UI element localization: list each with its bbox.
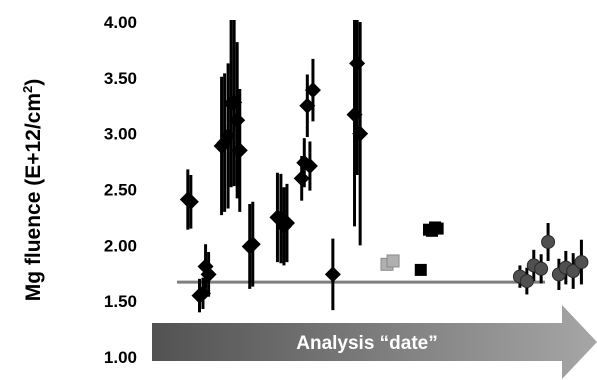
data-point-square-dark xyxy=(414,263,427,276)
y-axis-label-superscript: 2 xyxy=(20,86,35,93)
y-tick-label: 2.50 xyxy=(104,181,137,200)
data-point-diamond xyxy=(231,142,248,159)
data-point-diamond xyxy=(229,112,246,129)
data-point-diamond xyxy=(346,106,363,123)
data-point-diamond xyxy=(194,285,211,302)
data-point-diamond xyxy=(352,125,369,142)
y-tick-label: 4.00 xyxy=(104,13,137,32)
data-point-diamond xyxy=(200,266,217,283)
y-tick-label: 3.50 xyxy=(104,69,137,88)
analysis-date-arrow xyxy=(152,305,597,379)
data-point-diamond xyxy=(220,127,237,144)
data-point-circle xyxy=(541,234,556,249)
data-marks xyxy=(179,20,589,313)
data-point-diamond xyxy=(304,82,321,99)
data-point-diamond xyxy=(349,55,366,72)
y-axis-label-end: ) xyxy=(22,79,45,86)
y-tick-label: 1.50 xyxy=(104,292,137,311)
data-point-diamond xyxy=(299,97,316,114)
y-tick-label: 1.00 xyxy=(104,348,137,367)
data-point-diamond xyxy=(244,236,261,253)
data-point-circle xyxy=(534,261,549,276)
data-point-circle xyxy=(574,255,589,270)
data-point-diamond xyxy=(293,170,310,187)
data-point-diamond xyxy=(324,266,341,283)
analysis-date-label: Analysis “date” xyxy=(296,333,438,354)
y-tick-label: 2.00 xyxy=(104,236,137,255)
data-point-diamond xyxy=(278,215,295,231)
y-tick-labels: 1.00 1.50 2.00 2.50 3.00 3.50 4.00 xyxy=(104,13,137,367)
y-axis-label: Mg fluence (E+12/cm2) xyxy=(20,79,45,302)
data-point-circle xyxy=(519,274,534,289)
data-point-square-dark xyxy=(431,222,444,235)
data-point-diamond xyxy=(226,94,243,111)
data-point-diamond xyxy=(182,193,199,210)
data-point-diamond xyxy=(301,158,318,175)
y-tick-label: 3.00 xyxy=(104,125,137,144)
y-axis-label-main: Mg fluence (E+12/cm xyxy=(22,93,45,301)
data-point-circle xyxy=(566,264,581,279)
data-point-square-light xyxy=(386,254,400,268)
